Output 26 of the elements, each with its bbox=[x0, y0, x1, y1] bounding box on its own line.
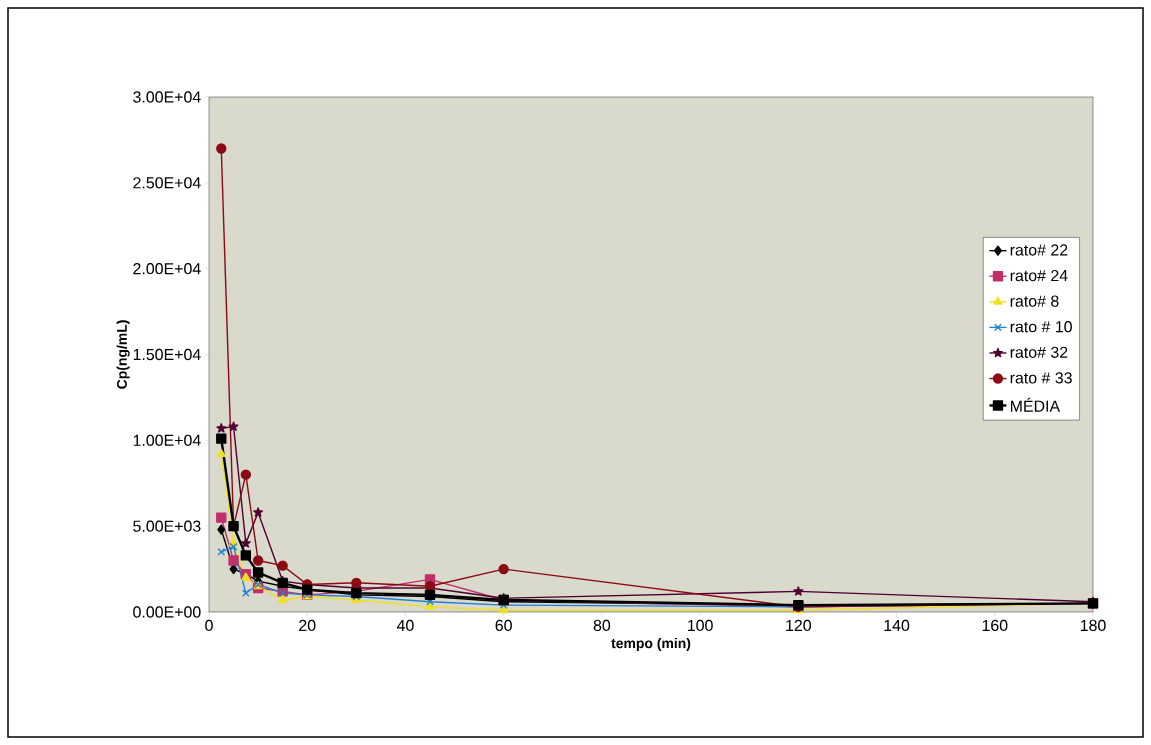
y-tick-label: 3.00E+04 bbox=[133, 91, 201, 103]
x-tick-label: 180 bbox=[1080, 619, 1106, 632]
legend-label: rato # 10 bbox=[1010, 321, 1072, 333]
x-tick-label: 0 bbox=[205, 619, 213, 632]
x-tick-label: 20 bbox=[299, 619, 316, 632]
x-axis-title: tempo (min) bbox=[611, 637, 691, 651]
y-tick-label: 1.00E+04 bbox=[133, 434, 201, 446]
y-axis-title: Cp(ng/mL) bbox=[116, 320, 130, 389]
y-tick-label: 0.00E+00 bbox=[133, 606, 201, 618]
legend-label: rato# 32 bbox=[1010, 346, 1068, 358]
x-tick-label: 80 bbox=[593, 619, 611, 632]
y-tick-label: 1.50E+04 bbox=[133, 348, 201, 361]
x-tick-label: 100 bbox=[688, 619, 713, 632]
y-tick-label: 5.00E+03 bbox=[133, 520, 201, 532]
x-tick-label: 60 bbox=[495, 619, 512, 632]
x-tick-label: 140 bbox=[884, 619, 910, 632]
x-tick-label: 120 bbox=[786, 619, 811, 632]
legend-label: rato # 33 bbox=[1010, 372, 1072, 384]
y-tick-label: 2.50E+04 bbox=[133, 177, 201, 189]
legend-label: MÉDIA bbox=[1010, 397, 1061, 412]
legend-label: rato# 24 bbox=[1010, 269, 1068, 282]
x-tick-label: 40 bbox=[396, 619, 414, 632]
legend-label: rato# 8 bbox=[1010, 295, 1059, 307]
legend-label: rato# 22 bbox=[1010, 244, 1068, 256]
y-tick-label: 2.00E+04 bbox=[133, 263, 201, 275]
x-tick-label: 160 bbox=[982, 619, 1008, 632]
